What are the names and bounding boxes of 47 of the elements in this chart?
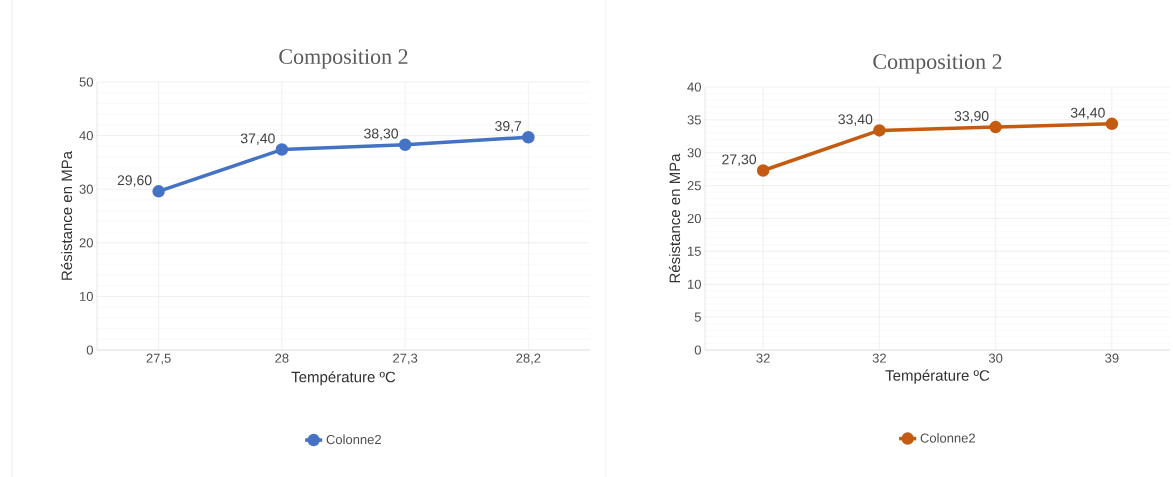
legend-label: Colonne2 [326,434,381,445]
x-tick-label: 27,5 [146,353,171,365]
x-tick-label: 28 [275,353,289,363]
y-tick-label: 5 [694,312,701,322]
x-tick-label: 28,2 [516,353,541,365]
data-label: 34,40 [1070,107,1105,120]
data-label: 33,90 [954,111,989,123]
data-label: 33,40 [838,114,873,126]
x-axis-title: Température ºC [885,369,990,384]
point [1105,117,1119,131]
y-tick-label: 40 [79,130,93,141]
chart-title: Composition 2 [279,49,408,69]
data-label: 29,60 [117,175,152,187]
y-tick-label: 0 [694,345,701,355]
y-tick-label: 15 [688,246,701,256]
x-axis-title: Température ºC [291,371,396,386]
y-tick-label: 30 [687,148,701,158]
y-tick-label: 10 [688,279,701,289]
point [522,130,535,144]
legend-label: Colonne2 [920,433,975,443]
y-tick-label: 35 [687,115,701,125]
y-axis-title: Résistance en MPa [60,150,73,280]
y-axis-title: Résistance en MPa [668,153,681,283]
y-tick-label: 40 [687,82,701,92]
y-tick-label: 25 [687,181,701,191]
point [152,185,165,198]
y-tick-label: 20 [79,238,93,248]
y-tick-label: 20 [687,213,701,224]
point [989,120,1002,134]
data-label: 37,40 [240,133,275,145]
point [398,138,412,151]
chart-title: Composition 2 [873,54,1002,74]
x-tick-label: 39 [1105,353,1119,363]
x-tick-label: 32 [872,353,886,363]
x-tick-label: 32 [756,353,770,363]
data-label: 38,30 [364,128,399,141]
point [756,164,770,177]
point [275,143,289,156]
y-tick-label: 0 [86,345,93,355]
y-tick-label: 50 [79,77,93,87]
x-tick-label: 30 [988,353,1003,363]
point [873,124,886,137]
y-tick-label: 10 [80,291,93,301]
data-label: 27,30 [722,154,757,166]
x-tick-label: 27,3 [393,353,418,365]
data-label: 39,7 [495,121,522,133]
y-tick-label: 30 [79,184,93,194]
